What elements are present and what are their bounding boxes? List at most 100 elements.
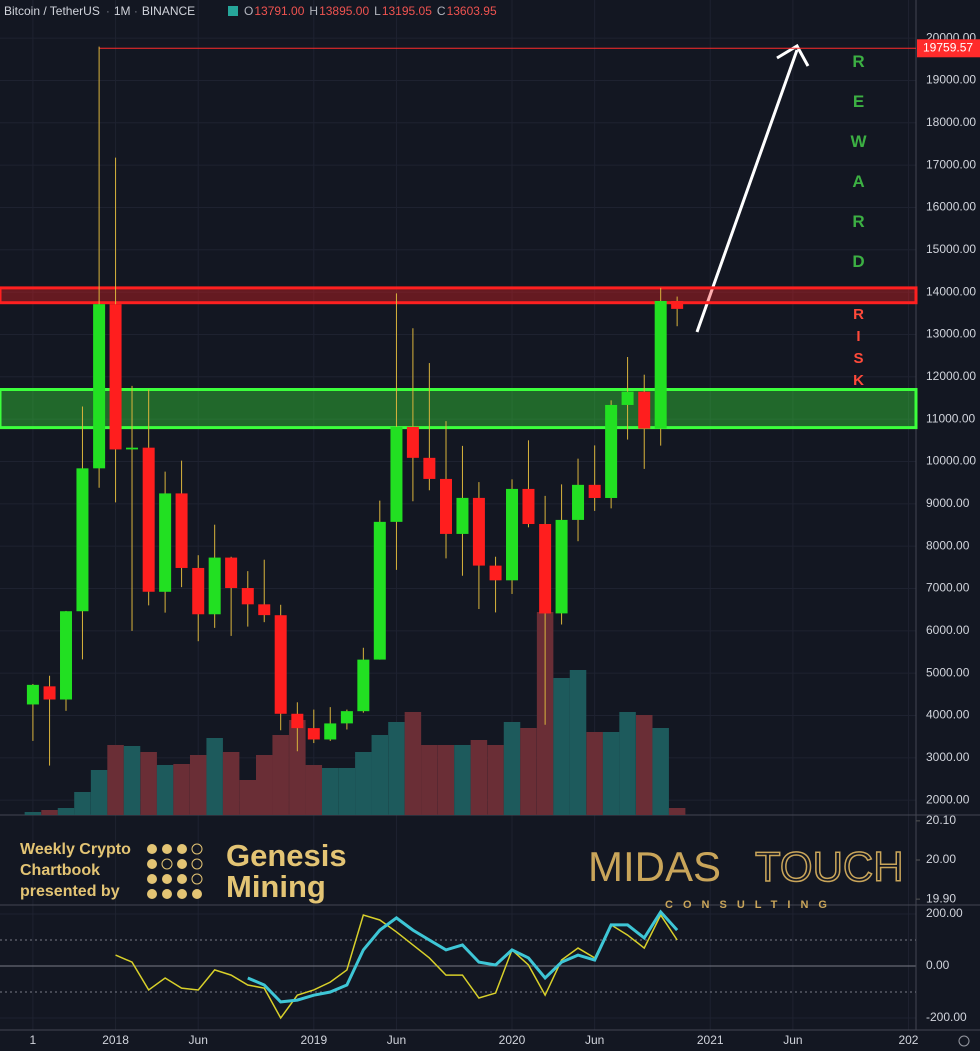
y-tick-label: 19.90 — [926, 891, 956, 905]
touch: TOUCH — [755, 843, 904, 890]
candle-body — [93, 304, 106, 469]
volume-bar — [123, 746, 141, 815]
y-tick-label: 20.00 — [926, 852, 956, 866]
candle-body — [43, 686, 56, 700]
candle-body — [605, 404, 618, 498]
volume-bar — [57, 808, 75, 815]
candle-body — [638, 391, 651, 429]
volume-bar — [206, 738, 223, 815]
arrow-head — [776, 43, 810, 67]
genesis-logo-dots — [147, 843, 203, 899]
volume-bar — [503, 722, 521, 815]
zone — [0, 286, 918, 305]
candle-body — [506, 488, 519, 581]
volume-bar — [388, 722, 405, 815]
volume-bar — [421, 745, 438, 815]
volume-bar — [520, 728, 537, 815]
volume-bar — [569, 670, 587, 815]
candle-body — [472, 497, 485, 566]
candle-body — [390, 426, 403, 522]
y-tick-label: 11000.00 — [926, 411, 975, 425]
x-tick-label: Jun — [585, 1033, 604, 1047]
status-icon — [228, 6, 238, 16]
volume-bar — [487, 745, 504, 815]
x-tick-label: Jun — [783, 1033, 802, 1047]
candle-body — [26, 684, 39, 705]
candle-body — [159, 493, 172, 592]
y-tick-label: 0.00 — [926, 958, 950, 972]
candle-body — [241, 588, 254, 605]
volume-bar — [652, 728, 669, 815]
y-tick-label: 12000.00 — [926, 369, 976, 383]
candle-body — [654, 300, 667, 429]
candle-body — [489, 565, 502, 581]
y-tick-label: 8000.00 — [926, 538, 970, 552]
volume-bar — [140, 752, 157, 815]
candle-body — [291, 713, 304, 729]
volume-bar — [371, 735, 389, 815]
x-tick-label: 2019 — [300, 1033, 327, 1047]
y-tick-label: 200.00 — [926, 906, 963, 920]
candle-body — [109, 304, 122, 450]
x-tick-label: Jun — [387, 1033, 406, 1047]
brand-text: Chartbook — [20, 862, 100, 879]
y-tick-label: 13000.00 — [926, 327, 976, 341]
exchange: BINANCE — [142, 4, 195, 18]
genesis: Mining — [226, 869, 326, 904]
price-label: 19759.57 — [923, 40, 973, 54]
ohlc-value: 13791.00 — [254, 4, 304, 18]
volume-bar — [289, 720, 306, 815]
ohlc-key: L — [374, 4, 381, 18]
volume-bar — [668, 808, 686, 815]
ohlc-key: C — [437, 4, 446, 18]
volume-bar — [255, 755, 273, 815]
candle-body — [588, 484, 601, 498]
candle-body — [76, 468, 89, 612]
x-tick-label: 1 — [30, 1033, 37, 1047]
candle-body — [406, 426, 419, 458]
settings-icon[interactable] — [958, 1035, 970, 1047]
candle-body — [340, 711, 353, 724]
candle-body — [192, 567, 205, 615]
brand-text: presented by — [20, 883, 120, 900]
volume-bar — [321, 768, 339, 815]
y-tick-label: 3000.00 — [926, 750, 970, 764]
candle-body — [373, 521, 386, 660]
volume-bar — [338, 768, 356, 815]
volume-bar — [305, 765, 323, 815]
candle-body — [456, 497, 469, 534]
candle-body — [175, 493, 188, 568]
y-tick-label: 17000.00 — [926, 157, 976, 171]
oscillator-line — [247, 909, 679, 1004]
candle-body — [142, 447, 155, 592]
x-tick-label: 2018 — [102, 1033, 129, 1047]
volume-bar — [635, 715, 653, 815]
y-tick-label: 9000.00 — [926, 496, 970, 510]
candle-body — [522, 488, 535, 525]
ohlc-key: O — [244, 4, 253, 18]
y-tick-label: 14000.00 — [926, 284, 976, 298]
ohlc-value: 13195.05 — [382, 4, 432, 18]
candle-body — [274, 615, 287, 714]
y-tick-label: 20.10 — [926, 813, 956, 827]
zone — [0, 388, 918, 430]
x-tick-label: 202 — [898, 1033, 918, 1047]
volume-bar — [41, 810, 58, 815]
volume-bar — [586, 732, 603, 815]
candle-body — [539, 524, 552, 614]
volume-bar — [454, 745, 471, 815]
y-tick-label: 7000.00 — [926, 581, 970, 595]
volume-bar — [355, 752, 372, 815]
sep: · — [106, 4, 110, 18]
candle-body — [60, 611, 73, 700]
volume-bar — [602, 732, 620, 815]
ohlc-value: 13895.00 — [319, 4, 369, 18]
candle-body — [357, 659, 370, 712]
y-tick-label: 15000.00 — [926, 242, 976, 256]
candle-body — [324, 723, 337, 740]
volume-bar — [173, 764, 190, 815]
midas: MIDAS — [588, 843, 721, 890]
volume-bar — [24, 812, 42, 815]
